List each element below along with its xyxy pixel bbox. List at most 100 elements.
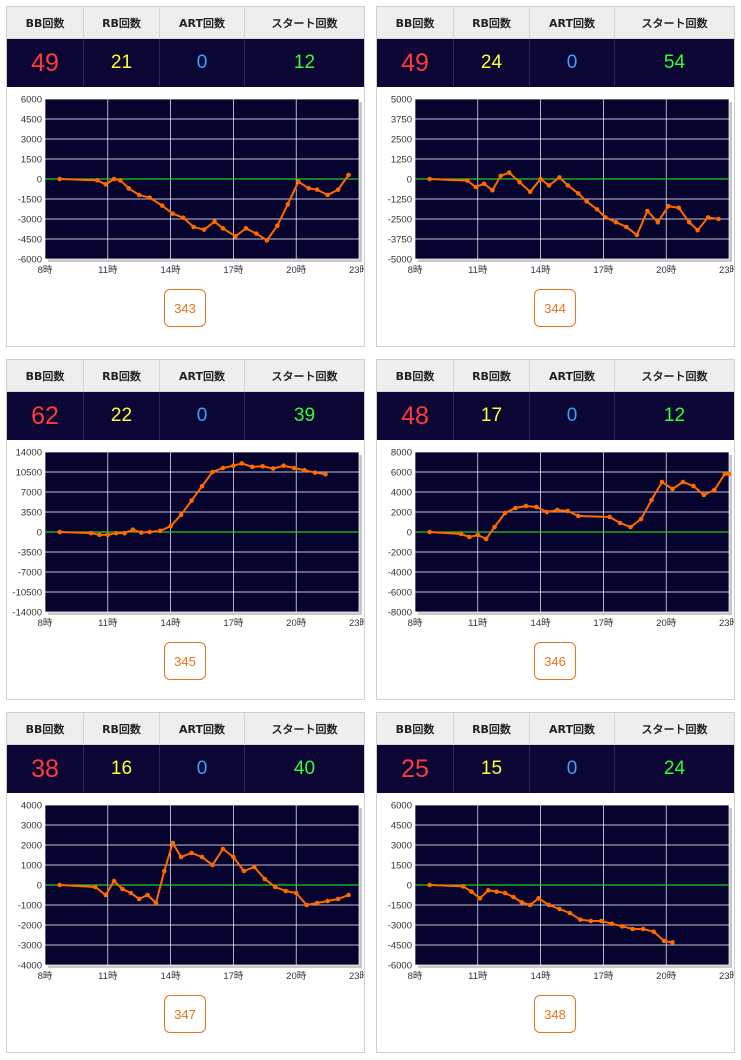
x-tick-label: 8時 <box>408 265 423 276</box>
x-tick-label: 23時 <box>349 971 364 982</box>
data-point <box>645 208 650 214</box>
y-tick-label: -7000 <box>18 568 42 579</box>
data-point <box>544 509 550 515</box>
data-point <box>126 186 132 191</box>
header-bb: BB回数 <box>377 713 454 744</box>
x-tick-label: 17時 <box>593 265 614 276</box>
data-point <box>252 864 257 870</box>
y-tick-label: 3000 <box>21 135 42 146</box>
data-point <box>538 176 543 182</box>
data-point <box>588 918 594 924</box>
header-bb: BB回数 <box>7 7 84 38</box>
data-point <box>617 520 623 526</box>
value-rb: 15 <box>454 745 530 793</box>
x-tick-label: 17時 <box>593 618 614 629</box>
data-point <box>498 173 504 179</box>
stats-header-row: BB回数 RB回数 ART回数 スタート回数 <box>377 713 734 745</box>
x-tick-label: 17時 <box>223 265 244 276</box>
data-point <box>57 529 62 535</box>
data-point <box>603 215 608 220</box>
y-tick-label: -4500 <box>388 941 412 952</box>
y-tick-label: 5000 <box>391 95 412 106</box>
data-point <box>314 900 320 906</box>
data-point <box>670 486 675 492</box>
data-point <box>513 505 518 511</box>
y-tick-label: -3500 <box>18 548 42 559</box>
machine-number-button[interactable]: 346 <box>534 642 576 680</box>
machine-number-button[interactable]: 344 <box>534 289 576 327</box>
data-point <box>705 215 711 220</box>
value-rb: 22 <box>84 392 160 440</box>
data-point <box>220 226 226 231</box>
y-tick-label: -1250 <box>388 195 412 206</box>
data-point <box>676 205 682 211</box>
data-point <box>189 498 194 503</box>
data-point <box>323 471 328 477</box>
data-point <box>655 219 661 225</box>
value-start: 39 <box>293 405 316 426</box>
y-tick-label: 0 <box>37 881 42 892</box>
x-tick-label: 14時 <box>531 265 552 276</box>
data-point <box>691 483 696 489</box>
data-point <box>306 186 312 191</box>
data-point <box>575 191 581 196</box>
value-art: 0 <box>160 745 245 793</box>
data-point <box>170 211 175 216</box>
data-point <box>189 850 194 856</box>
value-start: 24 <box>663 758 686 779</box>
data-point <box>467 534 472 540</box>
machine-number-button[interactable]: 343 <box>164 289 206 327</box>
x-tick-label: 20時 <box>286 971 307 982</box>
machine-panel: BB回数 RB回数 ART回数 スタート回数 49 24 0 54 5000 3750 2500 12… <box>376 6 735 347</box>
y-tick-label: 3000 <box>21 821 42 832</box>
data-point <box>162 868 167 874</box>
data-point <box>511 894 516 900</box>
data-point <box>254 231 259 236</box>
machine-number-button[interactable]: 345 <box>164 642 206 680</box>
data-point <box>502 890 508 896</box>
stats-value-row: 62 22 0 39 <box>7 392 364 440</box>
machine-panel: BB回数 RB回数 ART回数 スタート回数 25 15 0 24 6000 4500 3000 15… <box>376 712 735 1053</box>
machine-number-button[interactable]: 348 <box>534 995 576 1033</box>
data-point <box>111 176 117 182</box>
data-point <box>557 175 562 180</box>
data-point <box>712 487 717 493</box>
series-line <box>59 840 349 907</box>
stats-value-row: 25 15 0 24 <box>377 745 734 793</box>
value-rb: 16 <box>84 745 160 793</box>
y-tick-label: 4000 <box>391 488 412 499</box>
data-point <box>490 187 495 193</box>
x-tick-label: 20時 <box>656 265 677 276</box>
data-point <box>212 219 217 224</box>
data-point <box>325 192 330 198</box>
value-bb: 48 <box>377 392 454 440</box>
header-start: スタート回数 <box>271 369 338 383</box>
data-point <box>651 929 656 934</box>
data-point <box>607 514 612 520</box>
data-point <box>210 862 215 868</box>
data-point <box>527 189 533 195</box>
x-tick-label: 11時 <box>98 618 118 629</box>
data-point <box>231 854 236 860</box>
data-point <box>619 924 625 929</box>
stats-value-row: 49 21 0 12 <box>7 39 364 87</box>
machine-panel: BB回数 RB回数 ART回数 スタート回数 48 17 0 12 8000 6000 4000 20… <box>376 359 735 700</box>
data-point <box>147 195 152 200</box>
data-point <box>191 224 196 230</box>
stats-header-row: BB回数 RB回数 ART回数 スタート回数 <box>7 7 364 39</box>
machine-number-button[interactable]: 347 <box>164 995 206 1033</box>
data-point <box>578 917 583 922</box>
data-point <box>220 846 226 852</box>
data-point <box>157 528 163 534</box>
data-point <box>272 884 278 890</box>
data-point <box>103 892 109 898</box>
data-point <box>686 219 692 225</box>
data-point <box>304 902 309 908</box>
y-tick-label: -4000 <box>388 568 412 579</box>
data-point <box>243 226 249 231</box>
x-tick-label: 8時 <box>408 618 423 629</box>
machine-panel: BB回数 RB回数 ART回数 スタート回数 62 22 0 39 14000 10500 7000… <box>6 359 365 700</box>
